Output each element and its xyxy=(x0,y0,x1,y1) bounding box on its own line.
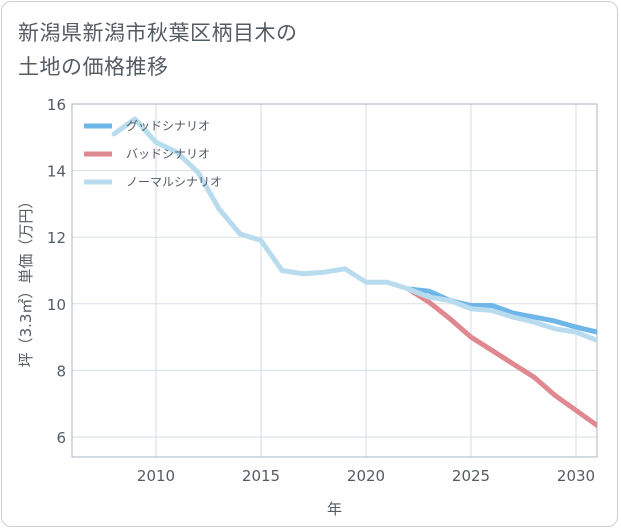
x-tick-label: 2030 xyxy=(557,467,595,485)
y-axis-title: 坪（3.3㎡）単価（万円） xyxy=(17,194,35,368)
y-tick-label: 12 xyxy=(47,229,66,247)
legend-label: グッドシナリオ xyxy=(126,119,210,133)
chart-title-line-1: 新潟県新潟市秋葉区柄目木の xyxy=(18,21,298,45)
y-tick-label: 6 xyxy=(56,429,66,447)
y-axis-ticks: 6 8 10 12 14 16 xyxy=(47,96,66,447)
legend-label: ノーマルシナリオ xyxy=(126,175,222,189)
series-line-1 xyxy=(405,286,597,428)
chart-title: 新潟県新潟市秋葉区柄目木の 土地の価格推移 xyxy=(18,16,298,84)
y-tick-label: 14 xyxy=(47,163,66,181)
x-axis-title: 年 xyxy=(327,500,342,518)
x-tick-label: 2025 xyxy=(452,467,490,485)
series xyxy=(111,116,597,428)
y-tick-label: 10 xyxy=(47,296,66,314)
chart-title-line-2: 土地の価格推移 xyxy=(18,55,169,79)
x-axis-ticks: 2010 2015 2020 2025 2030 xyxy=(137,467,595,485)
series-line-2 xyxy=(111,116,597,343)
plot-area xyxy=(71,103,598,458)
y-tick-label: 8 xyxy=(56,362,66,380)
x-tick-label: 2015 xyxy=(242,467,280,485)
legend-label: バッドシナリオ xyxy=(126,147,210,161)
series-line-0 xyxy=(405,286,597,335)
x-tick-label: 2020 xyxy=(347,467,385,485)
x-tick-label: 2010 xyxy=(137,467,175,485)
y-tick-label: 16 xyxy=(47,96,66,114)
